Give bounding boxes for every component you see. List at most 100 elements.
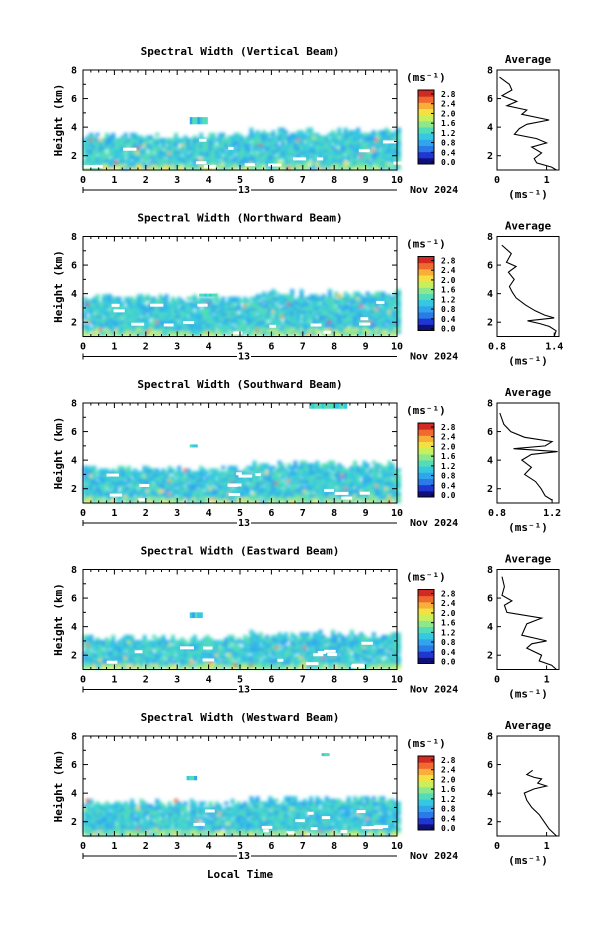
heatmap-cell: [199, 476, 204, 480]
heatmap-cell: [243, 468, 248, 472]
heatmap-cell: [331, 138, 336, 142]
heatmap-cell: [104, 658, 109, 662]
heatmap-cell: [126, 158, 131, 163]
heatmap-cell: [271, 307, 276, 311]
heatmap-cell: [142, 468, 147, 472]
heatmap-cell: [283, 319, 288, 324]
heatmap-cell: [218, 327, 223, 332]
heatmap-cell: [378, 489, 383, 493]
data-gap: [268, 163, 282, 167]
heatmap-cell: [346, 150, 351, 155]
heatmap-cell: [236, 296, 241, 301]
heatmap-cell: [183, 153, 188, 157]
heatmap-cell: [271, 465, 276, 470]
heatmap-cell: [233, 135, 238, 139]
heatmap-cell: [249, 130, 254, 134]
heatmap-cell: [365, 314, 370, 319]
heatmap-cell: [349, 135, 354, 139]
heatmap-cell: [145, 494, 150, 498]
heatmap-cell: [189, 494, 194, 498]
heatmap-cell: [164, 153, 169, 157]
heatmap-cell: [117, 647, 122, 652]
heatmap-cell: [101, 299, 106, 303]
heatmap-cell: [302, 148, 307, 152]
heatmap-cell: [111, 645, 116, 649]
heatmap-cell: [98, 158, 103, 163]
heatmap-cell: [196, 476, 201, 480]
heatmap-cell: [324, 473, 329, 478]
heatmap-cell: [296, 140, 301, 145]
heatmap-cell: [233, 307, 238, 311]
heatmap-cell: [167, 496, 172, 501]
heatmap-cell: [214, 312, 219, 316]
heatmap-cell: [265, 307, 270, 311]
heatmap-cell: [362, 135, 367, 139]
heatmap-cell: [331, 486, 336, 490]
heatmap-cell: [321, 494, 326, 498]
heatmap-cell: [152, 299, 157, 303]
heatmap-cell: [86, 317, 91, 321]
heatmap-cell: [246, 304, 251, 308]
heatmap-cell: [290, 163, 295, 168]
heatmap-cell: [83, 489, 87, 493]
heatmap-cell: [98, 645, 103, 649]
average-x-tick-label: 0.8: [488, 342, 506, 353]
heatmap-cell: [101, 156, 106, 160]
heatmap-cell: [393, 471, 398, 475]
heatmap-cell: [381, 491, 386, 496]
x-tick-label: 7: [300, 342, 306, 353]
y-tick-label: 6: [71, 261, 77, 272]
heatmap-cell: [101, 163, 106, 168]
heatmap-cell: [362, 166, 367, 170]
heatmap-cell: [327, 148, 332, 152]
average-x-label: (ms⁻¹): [508, 355, 548, 368]
heatmap-cell: [145, 158, 150, 163]
heatmap-cell: [108, 332, 113, 337]
heatmap-cell: [98, 652, 103, 657]
heatmap-cell: [189, 166, 194, 170]
heatmap-cell: [299, 481, 304, 485]
heatmap-cell: [180, 496, 185, 501]
heatmap-cell: [139, 478, 144, 483]
heatmap-cell: [349, 166, 354, 170]
heatmap-cell: [258, 312, 263, 316]
heatmap-cell: [158, 655, 163, 659]
heatmap-cell: [221, 327, 226, 332]
heatmap-cell: [117, 296, 122, 301]
heatmap-cell: [177, 166, 182, 170]
heatmap-cell: [290, 145, 295, 150]
heatmap-cell: [337, 489, 342, 493]
heatmap-cell: [152, 301, 157, 306]
heatmap-cell: [271, 138, 276, 142]
heatmap-cell: [139, 163, 144, 168]
heatmap-cell: [199, 163, 204, 168]
heatmap-cell: [224, 481, 229, 485]
heatmap-cell: [309, 468, 314, 472]
heatmap-cell: [101, 665, 106, 670]
heatmap-cell: [384, 304, 389, 308]
heatmap-cell: [384, 489, 389, 493]
heatmap-cell: [92, 153, 97, 157]
heatmap-cell: [208, 330, 213, 334]
heatmap-cell: [130, 483, 135, 488]
heatmap-cell: [139, 296, 144, 301]
heatmap-cell: [186, 145, 191, 150]
heatmap-cell: [381, 325, 386, 329]
heatmap-cell: [371, 473, 376, 478]
heatmap-cell: [148, 332, 153, 337]
heatmap-cell: [230, 158, 235, 163]
heatmap-cell: [117, 161, 122, 165]
heatmap-cell: [117, 652, 122, 657]
heatmap-cell: [101, 481, 106, 485]
heatmap-cell: [142, 319, 147, 324]
heatmap-cell: [246, 145, 251, 150]
heatmap-cell: [243, 481, 248, 485]
heatmap-cell: [95, 665, 100, 670]
heatmap-cell: [123, 496, 128, 501]
heatmap-cell: [101, 494, 106, 498]
heatmap-cell: [387, 163, 392, 168]
heatmap-cell: [130, 496, 135, 501]
y-tick-label: 2: [71, 318, 77, 329]
heatmap-cell: [186, 327, 191, 332]
heatmap-cell: [343, 299, 348, 303]
